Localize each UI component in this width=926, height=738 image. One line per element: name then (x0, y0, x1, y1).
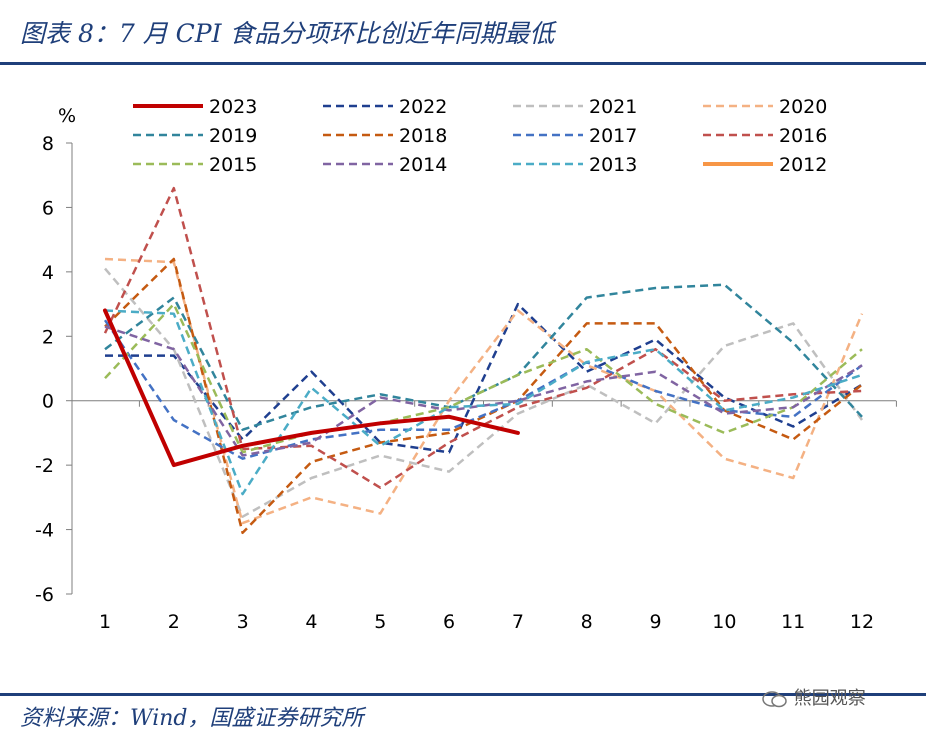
series-line-2017 (103, 319, 863, 460)
page-title: 图表 8：7 月 CPI 食品分项环比创近年同期最低 (20, 19, 555, 48)
y-tick-label: 0 (42, 391, 54, 413)
watermark-text: 熊园观察 (793, 688, 866, 709)
series-line-2016 (103, 186, 863, 489)
watermark: 熊园观察 (762, 684, 866, 710)
series-line-2018 (104, 257, 863, 535)
x-tick-label: 7 (512, 611, 524, 633)
legend-label-2016: 2016 (779, 125, 827, 147)
y-tick-label: 2 (42, 326, 54, 348)
x-tick-label: 5 (374, 611, 386, 633)
legend-label-2019: 2019 (209, 125, 257, 147)
series-line-2022 (105, 302, 863, 454)
x-tick-label: 8 (581, 611, 593, 633)
series-line-2023 (103, 308, 520, 468)
x-tick-label: 6 (443, 611, 455, 633)
legend-label-2023: 2023 (209, 96, 257, 118)
legend-label-2015: 2015 (209, 154, 257, 176)
series-line-2013 (104, 309, 863, 496)
series-line-2015 (104, 302, 863, 454)
x-tick-label: 9 (649, 611, 661, 633)
legend-label-2017: 2017 (589, 125, 637, 147)
legend-label-2013: 2013 (589, 154, 637, 176)
x-tick-label: 11 (781, 611, 805, 633)
y-tick-label: 8 (42, 133, 54, 155)
x-tick-label: 3 (237, 611, 249, 633)
y-tick-label: 4 (42, 262, 54, 284)
x-tick-label: 1 (99, 611, 111, 633)
x-tick-label: 10 (712, 611, 736, 633)
y-tick-label: -4 (35, 520, 54, 542)
y-tick-label: -2 (35, 455, 54, 477)
legend-label-2021: 2021 (589, 96, 637, 118)
x-tick-label: 4 (305, 611, 317, 633)
source-note: 资料来源：Wind，国盛证券研究所 (20, 706, 364, 731)
legend-label-2022: 2022 (399, 96, 447, 118)
y-tick-label: -6 (35, 584, 54, 606)
legend-label-2018: 2018 (399, 125, 447, 147)
footer-divider (0, 693, 926, 696)
y-axis-unit: % (58, 105, 76, 127)
title-divider (0, 62, 926, 65)
x-tick-label: 12 (850, 611, 874, 633)
legend-label-2012: 2012 (779, 154, 827, 176)
x-tick-label: 2 (168, 611, 180, 633)
legend-label-2020: 2020 (779, 96, 827, 118)
y-tick-label: 6 (42, 197, 54, 219)
chat-bubble-icon (762, 691, 787, 708)
series-line-2020 (104, 257, 864, 525)
legend-label-2014: 2014 (399, 154, 447, 176)
